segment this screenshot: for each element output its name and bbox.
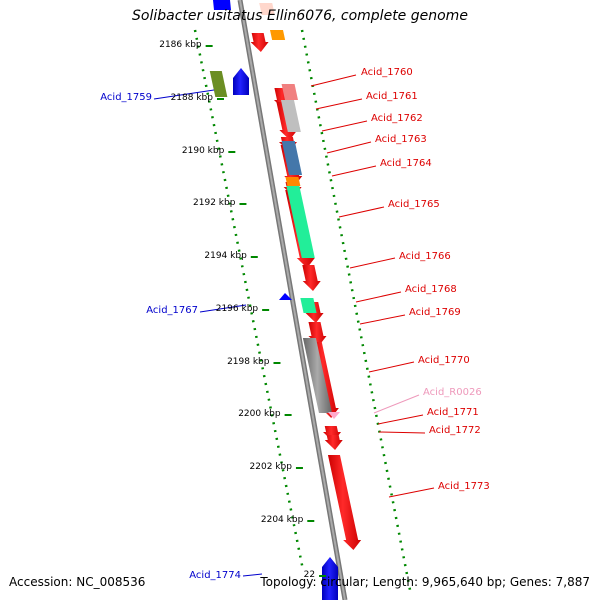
rna-feature-acid-r0026 bbox=[328, 412, 340, 419]
feature-block-acid-1763 bbox=[281, 141, 303, 175]
axis-tick-label: 2204 kbp bbox=[260, 515, 304, 525]
axis-tick-label: 2186 kbp bbox=[159, 40, 202, 50]
forward-gene-acid-1759 bbox=[233, 68, 249, 95]
gene-label-right-4[interactable]: Acid_1763 bbox=[375, 134, 427, 145]
feature-block-acid-1760 bbox=[281, 84, 298, 100]
gene-label-right-9-leader bbox=[359, 314, 406, 325]
genome-summary-text: Topology: circular; Length: 9,965,640 bp… bbox=[260, 575, 590, 589]
gene-label-right-13-leader bbox=[378, 431, 426, 434]
gene-label-left-1-leader bbox=[153, 89, 215, 100]
gene-label-right-12-leader bbox=[377, 414, 424, 425]
feature-block-acid-1770 bbox=[302, 338, 332, 413]
gene-label-right-9[interactable]: Acid_1769 bbox=[409, 307, 461, 318]
forward-gene-top bbox=[213, 0, 231, 10]
gene-label-right-1[interactable]: Acid_1760 bbox=[361, 67, 413, 78]
gene-label-right-3[interactable]: Acid_1762 bbox=[371, 113, 423, 124]
gene-label-right-5-leader bbox=[331, 165, 377, 177]
axis-tick-label: 2188 kbp bbox=[170, 93, 213, 103]
cds-gene-1 bbox=[250, 33, 269, 52]
gene-label-right-10-leader bbox=[368, 361, 415, 373]
cds-gene-13 bbox=[324, 435, 343, 450]
axis-tick-label: 2190 kbp bbox=[181, 146, 225, 156]
axis-tick-label: 22 bbox=[303, 570, 316, 580]
gene-label-right-14[interactable]: Acid_1773 bbox=[438, 481, 490, 492]
gene-label-left-2-leader bbox=[199, 304, 247, 313]
feature-block-acid-1768 bbox=[300, 298, 317, 313]
axis-tick-label: 2194 kbp bbox=[204, 251, 247, 261]
feature-block-top bbox=[259, 3, 275, 15]
gene-label-right-7[interactable]: Acid_1766 bbox=[399, 251, 451, 262]
gene-label-right-5[interactable]: Acid_1764 bbox=[380, 158, 432, 169]
gene-label-left-3-leader bbox=[242, 573, 263, 577]
axis-tick-label: 2200 kbp bbox=[238, 409, 281, 419]
axis-tick-label: 2192 kbp bbox=[193, 198, 236, 208]
axis-tick-label: 2196 kbp bbox=[215, 304, 259, 314]
axis-tick-label: 2198 kbp bbox=[227, 357, 270, 367]
axis-tick-label: 2202 kbp bbox=[249, 462, 292, 472]
forward-gene-acid-1767 bbox=[279, 293, 292, 300]
cds-gene-12 bbox=[323, 426, 342, 442]
gene-label-right-1-leader bbox=[310, 74, 357, 87]
cds-gene-8 bbox=[302, 265, 321, 291]
gene-label-right-11[interactable]: Acid_R0026 bbox=[423, 387, 482, 398]
gene-label-right-6[interactable]: Acid_1765 bbox=[388, 199, 440, 210]
gene-label-right-4-leader bbox=[326, 141, 372, 154]
gene-label-left-3[interactable]: Acid_1774 bbox=[189, 570, 241, 581]
map-title: Solibacter usitatus Ellin6076, complete … bbox=[132, 8, 468, 24]
gene-label-right-8[interactable]: Acid_1768 bbox=[405, 284, 457, 295]
accession-text: Accession: NC_008536 bbox=[9, 575, 146, 589]
gene-label-right-2[interactable]: Acid_1761 bbox=[366, 91, 418, 102]
forward-gene-green bbox=[209, 71, 228, 97]
genome-backbone-highlight bbox=[239, 0, 346, 601]
gene-label-right-14-leader bbox=[388, 487, 435, 498]
feature-block-acid-1765 bbox=[286, 186, 315, 258]
forward-gene-acid-1774 bbox=[322, 557, 338, 600]
gene-label-right-2-leader bbox=[315, 98, 363, 110]
gene-label-right-10[interactable]: Acid_1770 bbox=[418, 355, 470, 366]
gene-label-right-7-leader bbox=[349, 257, 396, 269]
feature-block-acid-1764 bbox=[285, 177, 301, 186]
gene-label-left-2[interactable]: Acid_1767 bbox=[146, 305, 198, 316]
gene-label-right-13[interactable]: Acid_1772 bbox=[429, 425, 481, 436]
feature-block-acid-1761 bbox=[280, 100, 301, 132]
feature-block-orange-top bbox=[270, 30, 286, 40]
gene-label-right-6-leader bbox=[338, 206, 385, 218]
cds-gene-14 bbox=[327, 455, 362, 550]
gene-label-right-3-leader bbox=[321, 120, 368, 132]
gene-label-right-8-leader bbox=[355, 291, 402, 303]
gene-label-right-11-leader bbox=[373, 394, 420, 414]
gene-label-left-1[interactable]: Acid_1759 bbox=[100, 92, 152, 103]
gene-label-right-12[interactable]: Acid_1771 bbox=[427, 407, 479, 418]
